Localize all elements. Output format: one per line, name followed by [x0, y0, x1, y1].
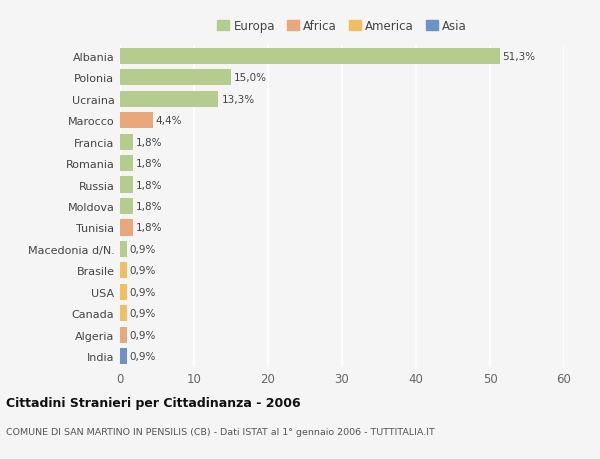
Bar — [120, 49, 500, 65]
Text: 0,9%: 0,9% — [130, 352, 156, 362]
Bar — [120, 306, 127, 322]
Text: 1,8%: 1,8% — [136, 137, 163, 147]
Text: Cittadini Stranieri per Cittadinanza - 2006: Cittadini Stranieri per Cittadinanza - 2… — [6, 396, 301, 409]
Bar — [120, 263, 127, 279]
Text: 0,9%: 0,9% — [130, 244, 156, 254]
Text: 13,3%: 13,3% — [221, 95, 254, 105]
Legend: Europa, Africa, America, Asia: Europa, Africa, America, Asia — [217, 20, 467, 33]
Text: 0,9%: 0,9% — [130, 308, 156, 319]
Text: 1,8%: 1,8% — [136, 159, 163, 169]
Bar — [120, 348, 127, 364]
Text: 4,4%: 4,4% — [155, 116, 182, 126]
Bar — [120, 177, 133, 193]
Bar — [120, 91, 218, 107]
Bar — [120, 156, 133, 172]
Bar — [120, 70, 231, 86]
Text: 1,8%: 1,8% — [136, 180, 163, 190]
Bar — [120, 327, 127, 343]
Text: 0,9%: 0,9% — [130, 330, 156, 340]
Bar — [120, 134, 133, 150]
Bar — [120, 241, 127, 257]
Text: 51,3%: 51,3% — [503, 51, 536, 62]
Bar — [120, 113, 152, 129]
Text: 0,9%: 0,9% — [130, 287, 156, 297]
Text: 1,8%: 1,8% — [136, 202, 163, 212]
Text: COMUNE DI SAN MARTINO IN PENSILIS (CB) - Dati ISTAT al 1° gennaio 2006 - TUTTITA: COMUNE DI SAN MARTINO IN PENSILIS (CB) -… — [6, 427, 435, 436]
Bar — [120, 198, 133, 214]
Text: 1,8%: 1,8% — [136, 223, 163, 233]
Bar — [120, 220, 133, 236]
Text: 0,9%: 0,9% — [130, 266, 156, 276]
Text: 15,0%: 15,0% — [234, 73, 267, 83]
Bar — [120, 284, 127, 300]
